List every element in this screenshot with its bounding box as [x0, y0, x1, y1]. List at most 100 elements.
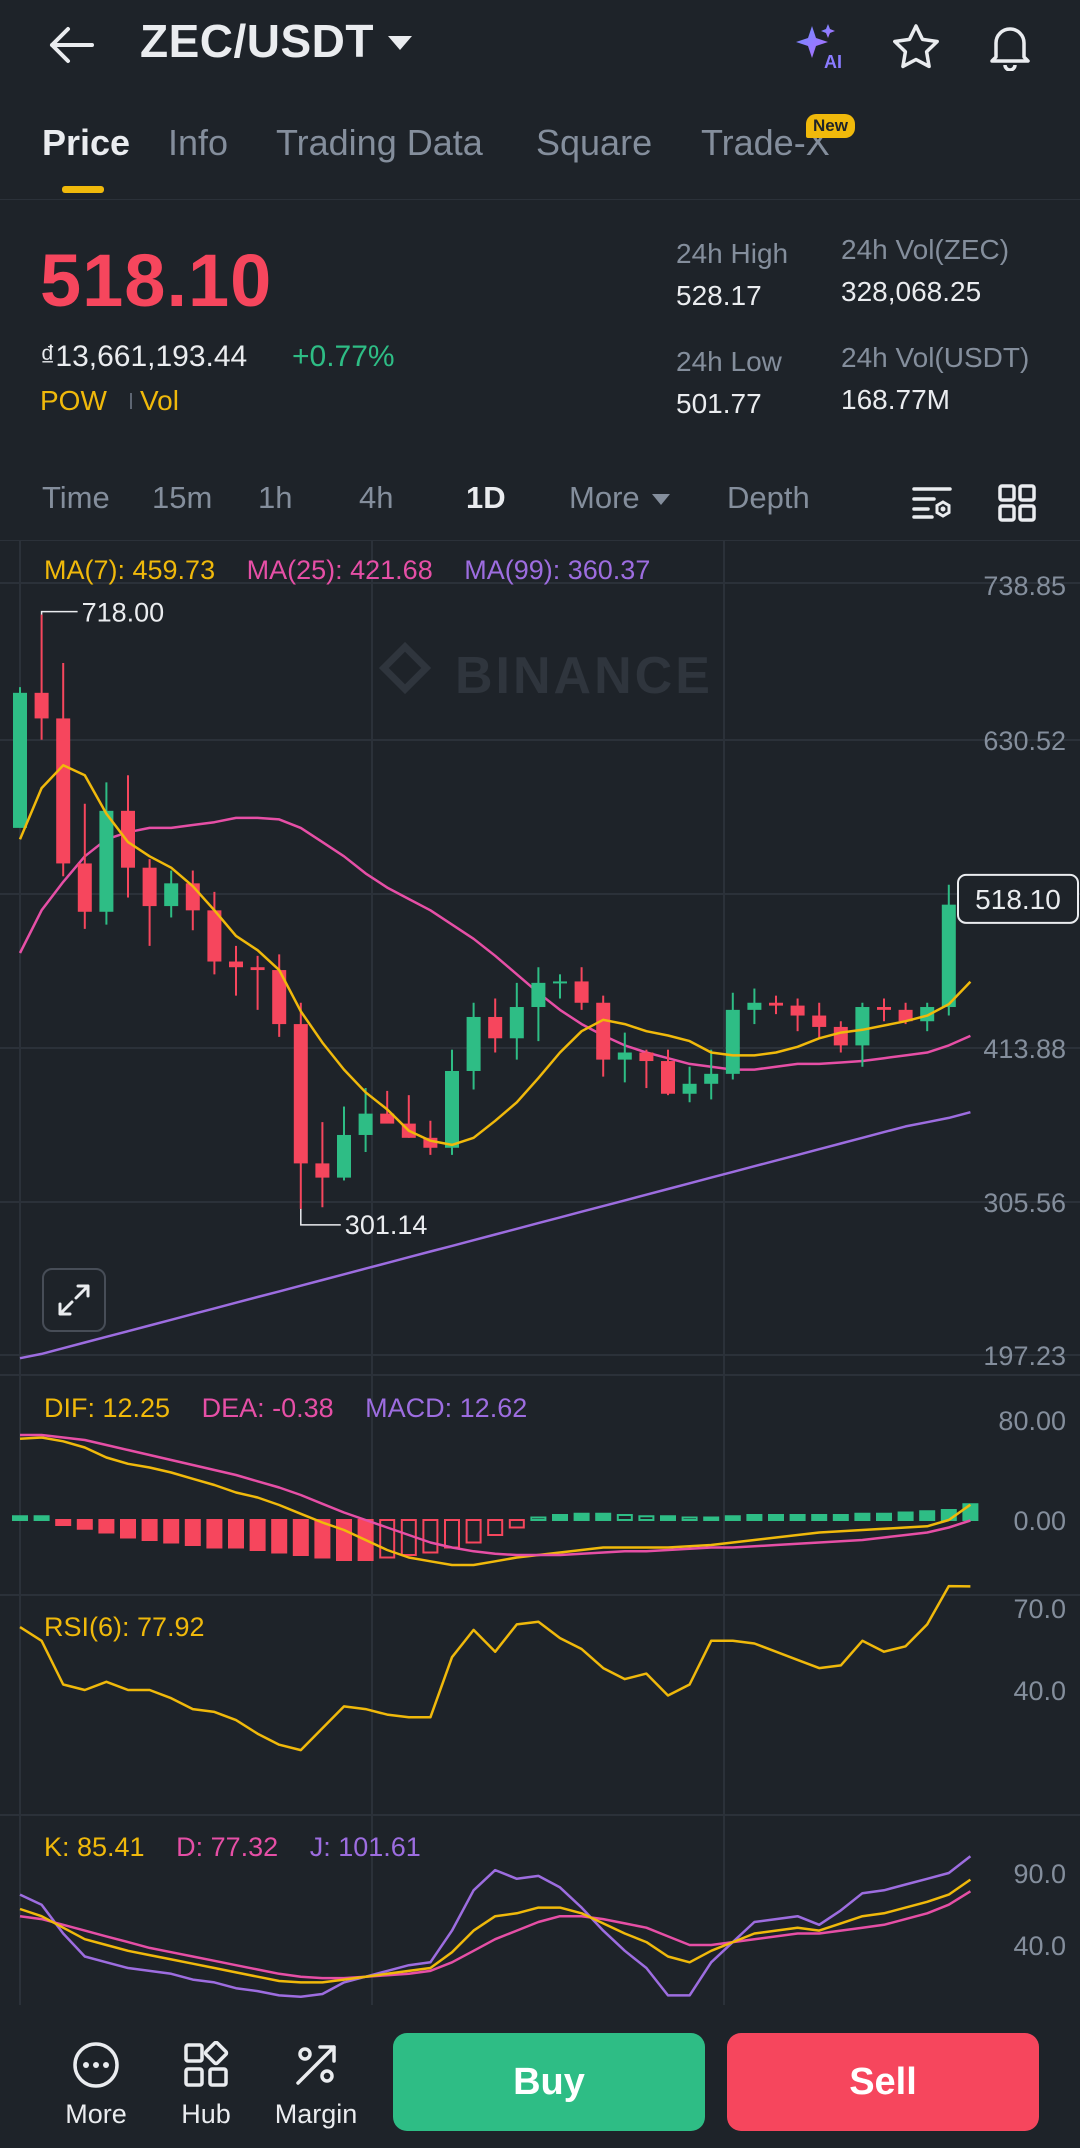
interval-1h[interactable]: 1h	[258, 480, 293, 515]
price-markers: 718.00 301.14 518.10	[40, 598, 1079, 1240]
interval-4h[interactable]: 4h	[359, 480, 394, 515]
candle-body	[337, 1134, 351, 1178]
macd-bar	[184, 1519, 201, 1546]
candle-body	[13, 692, 27, 828]
d-path	[19, 1890, 972, 1980]
candle-body	[164, 883, 179, 907]
star-icon	[893, 24, 939, 69]
alert-button[interactable]	[982, 18, 1038, 74]
candle-body	[790, 1005, 805, 1016]
candle-body	[509, 1007, 524, 1039]
rsi-axis-label: 40.0	[1013, 1676, 1066, 1706]
tab-trading-data[interactable]: Trading Data	[276, 122, 483, 163]
vol-quote-label: 24h Vol(USDT)	[841, 342, 1030, 373]
candle-body	[272, 970, 287, 1025]
macd-bar	[876, 1512, 892, 1521]
candle-body	[229, 961, 243, 968]
tag-divider	[130, 393, 132, 409]
buy-button[interactable]: Buy	[393, 2033, 705, 2131]
macd-bar	[379, 1519, 396, 1559]
low-value: 501.77	[676, 388, 762, 419]
candle-body	[358, 1113, 373, 1135]
margin-nav[interactable]: Margin	[266, 2037, 366, 2130]
macd-bar	[638, 1515, 655, 1521]
fiat-price: ₫13,661,193.44	[40, 340, 248, 373]
candle-body	[617, 1052, 632, 1060]
interval-bar: Time 15m 1h 4h 1D More Depth	[0, 470, 1080, 540]
interval-more[interactable]: More	[569, 480, 670, 516]
interval-more-label: More	[569, 480, 640, 515]
price-axis-label: 630.52	[983, 726, 1066, 756]
high-marker-leader	[40, 610, 78, 615]
kline-chart[interactable]: BINANCE 738.85630.52522.20413.88305.5619…	[0, 540, 1080, 2005]
sell-button[interactable]: Sell	[727, 2033, 1039, 2131]
candle-body	[941, 904, 956, 1008]
macd-bar	[724, 1515, 741, 1521]
macd-bar	[228, 1519, 244, 1549]
expand-icon	[58, 1284, 90, 1316]
macd-bar	[616, 1514, 633, 1521]
macd-panel: 80.00 0.00	[12, 1406, 1066, 1567]
tab-price[interactable]: Price	[42, 122, 131, 163]
macd-bar	[962, 1503, 979, 1521]
vol-base-value: 328,068.25	[841, 276, 982, 307]
depth-tab[interactable]: Depth	[727, 480, 810, 515]
price-axis-label: 738.85	[983, 571, 1066, 601]
svg-text:AI: AI	[824, 52, 842, 70]
ma25-value: MA(25): 421.68	[246, 555, 433, 585]
price-axis-label: 305.56	[983, 1188, 1066, 1218]
macd-bar	[163, 1519, 180, 1544]
macd-bar	[746, 1514, 763, 1521]
macd-bar	[681, 1516, 698, 1521]
tab-info[interactable]: Info	[168, 122, 229, 163]
back-button[interactable]	[44, 18, 98, 72]
candle-body	[531, 982, 546, 1008]
candle-body	[574, 981, 589, 1003]
price-axis-label: 413.88	[983, 1034, 1066, 1064]
price-axis-label: 197.23	[983, 1341, 1066, 1371]
d-value: D: 77.32	[176, 1832, 279, 1862]
candle-body	[380, 1113, 395, 1124]
ma7-path	[18, 764, 972, 1147]
ma25-path	[18, 816, 971, 1071]
favorite-button[interactable]	[888, 18, 944, 74]
ma25-line	[18, 816, 971, 1071]
ai-sparkle-button[interactable]: AI	[792, 18, 848, 74]
kdj-axis-label: 90.0	[1013, 1859, 1066, 1889]
candle-body	[553, 981, 567, 984]
margin-icon	[296, 2045, 336, 2085]
hub-nav[interactable]: Hub	[156, 2037, 256, 2130]
layout-grid-button[interactable]	[992, 478, 1042, 528]
indicator-settings-button[interactable]	[907, 478, 957, 528]
arrow-left-icon	[50, 27, 94, 63]
pair-selector[interactable]: ZEC/USDT	[140, 14, 412, 68]
macd-bar	[595, 1512, 612, 1521]
chart-grid	[0, 540, 1080, 2005]
macd-bar	[120, 1519, 136, 1539]
tab-square[interactable]: Square	[536, 122, 653, 163]
macd-value: MACD: 12.62	[365, 1393, 528, 1423]
tab-bar: Price Info Trading Data Square Trade-X	[0, 110, 1080, 200]
interval-time[interactable]: Time	[42, 480, 110, 515]
interval-1d[interactable]: 1D	[466, 480, 506, 515]
tag-vol[interactable]: Vol	[140, 385, 179, 416]
candle-body	[639, 1052, 654, 1062]
watermark: BINANCE	[455, 647, 713, 705]
tag-pow[interactable]: POW	[40, 385, 107, 416]
high-value: 528.17	[676, 280, 762, 311]
price-change: +0.77%	[292, 340, 395, 373]
more-nav[interactable]: More	[46, 2037, 146, 2130]
candle-body	[877, 1007, 891, 1010]
interval-15m[interactable]: 15m	[152, 480, 213, 515]
macd-bar	[141, 1519, 158, 1541]
hub-icon	[184, 2041, 229, 2087]
macd-legend: DIF: 12.25 DEA: -0.38 MACD: 12.62	[44, 1393, 551, 1424]
candle-body	[596, 1002, 611, 1060]
fullscreen-button[interactable]	[42, 1268, 106, 1332]
macd-bar	[55, 1519, 72, 1526]
caret-down-icon	[388, 36, 412, 50]
new-badge: New	[806, 114, 855, 138]
rsi-value: RSI(6): 77.92	[44, 1612, 205, 1642]
macd-bar	[444, 1519, 460, 1549]
macd-bar	[314, 1519, 331, 1559]
